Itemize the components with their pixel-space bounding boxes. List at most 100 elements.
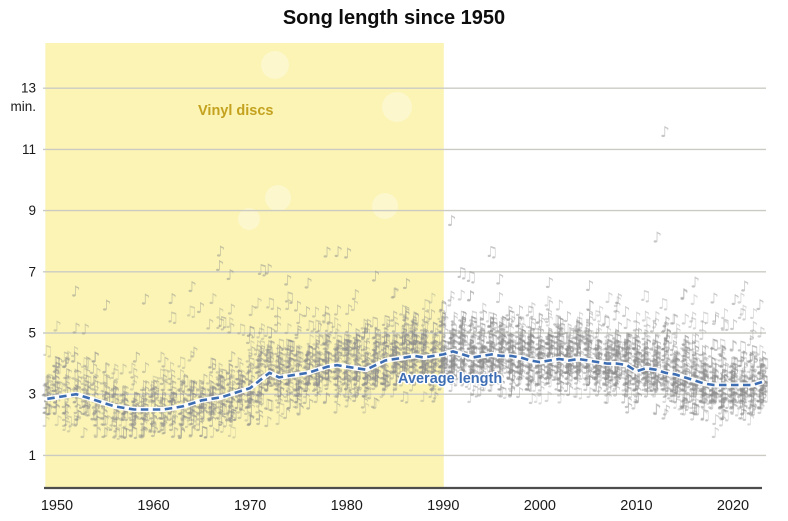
song-note-glyph: ♪	[176, 423, 186, 441]
song-note-glyph: ♪	[61, 371, 71, 389]
song-note-glyph: ♪	[274, 354, 284, 372]
song-note-glyph: ♫	[129, 389, 142, 407]
song-note-glyph: ♪	[225, 361, 235, 379]
song-note-glyph: ♪	[110, 406, 120, 424]
song-note-glyph: ♪	[323, 337, 333, 355]
song-note-glyph: ♪	[168, 388, 178, 406]
song-note-glyph: ♪	[63, 390, 73, 408]
song-note-glyph: ♪	[363, 371, 373, 389]
song-note-glyph: ♪	[388, 347, 398, 365]
song-note-glyph: ♪	[353, 384, 363, 402]
song-note-glyph: ♪	[360, 383, 370, 401]
song-note-glyph: ♪	[160, 413, 170, 431]
song-note-glyph: ♫	[261, 395, 274, 413]
song-note-glyph: ♪	[302, 355, 312, 373]
song-note-glyph: ♪	[185, 407, 195, 425]
song-note-glyph: ♫	[165, 407, 178, 425]
song-note-glyph: ♪	[446, 292, 456, 310]
y-tick-label: 13	[21, 81, 36, 96]
song-note-glyph: ♪	[314, 367, 324, 385]
song-note-glyph: ♪	[102, 296, 112, 314]
song-note-glyph: ♪	[129, 377, 139, 395]
song-note-glyph: ♪	[313, 389, 323, 407]
song-note-glyph: ♪	[263, 377, 273, 395]
song-note-glyph: ♪	[216, 383, 226, 401]
song-note-glyph: ♪	[53, 378, 63, 396]
song-note-glyph: ♫	[378, 341, 391, 359]
song-note-glyph: ♪	[99, 406, 109, 424]
song-note-glyph: ♪	[179, 407, 189, 425]
song-note-glyph: ♪	[188, 401, 198, 419]
song-note-glyph: ♫	[319, 348, 332, 366]
song-note-glyph: ♪	[312, 349, 322, 367]
song-note-glyph: ♪	[72, 400, 82, 418]
song-note-glyph: ♫	[146, 418, 159, 436]
song-note-glyph: ♪	[370, 325, 380, 343]
song-note-glyph: ♪	[311, 332, 321, 350]
song-note-glyph: ♪	[121, 388, 131, 406]
song-note-glyph: ♫	[340, 383, 353, 401]
song-note-glyph: ♫	[303, 317, 316, 335]
song-note-glyph: ♪	[177, 401, 187, 419]
song-note-glyph: ♪	[207, 378, 217, 396]
song-note-glyph: ♪	[257, 341, 267, 359]
song-note-glyph: ♪	[350, 384, 360, 402]
song-note-glyph: ♪	[178, 376, 188, 394]
song-note-glyph: ♪	[205, 315, 215, 333]
song-note-glyph: ♪	[189, 402, 199, 420]
song-note-glyph: ♪	[342, 353, 352, 371]
song-note-glyph: ♪	[255, 359, 265, 377]
song-note-glyph: ♫	[60, 417, 73, 435]
song-note-glyph: ♫	[273, 353, 286, 371]
song-note-glyph: ♪	[109, 378, 119, 396]
song-note-glyph: ♪	[380, 377, 390, 395]
song-note-glyph: ♫	[291, 382, 304, 400]
song-note-glyph: ♪	[72, 413, 82, 431]
song-note-glyph: ♫	[379, 372, 392, 390]
song-note-glyph: ♪	[321, 353, 331, 371]
song-note-glyph: ♪	[246, 412, 256, 430]
song-note-glyph: ♪	[147, 396, 157, 414]
song-note-glyph: ♫	[222, 407, 235, 425]
song-note-glyph: ♪	[333, 243, 343, 261]
song-note-glyph: ♪	[199, 371, 209, 389]
song-note-glyph: ♪	[63, 347, 73, 365]
song-note-glyph: ♫	[158, 366, 171, 384]
song-note-glyph: ♪	[351, 383, 361, 401]
song-note-glyph: ♪	[100, 424, 110, 442]
song-note-glyph: ♪	[381, 342, 391, 360]
song-note-glyph: ♪	[371, 371, 381, 389]
song-note-glyph: ♪	[353, 365, 363, 383]
song-note-glyph: ♪	[263, 377, 273, 395]
song-note-glyph: ♪	[189, 378, 199, 396]
song-note-glyph: ♪	[54, 360, 64, 378]
song-note-glyph: ♫	[41, 399, 54, 417]
song-note-glyph: ♫	[261, 323, 274, 341]
song-note-glyph: ♪	[52, 372, 62, 390]
song-note-glyph: ♪	[178, 400, 188, 418]
song-note-glyph: ♪	[167, 371, 177, 389]
song-note-glyph: ♪	[195, 412, 205, 430]
song-note-glyph: ♪	[227, 348, 237, 366]
song-note-glyph: ♪	[245, 395, 255, 413]
song-note-glyph: ♪	[118, 361, 128, 379]
song-note-glyph: ♪	[331, 325, 341, 343]
song-note-glyph: ♪	[312, 371, 322, 389]
song-note-glyph: ♪	[177, 425, 187, 443]
song-note-glyph: ♪	[344, 343, 354, 361]
song-note-glyph: ♪	[360, 355, 370, 373]
song-note-glyph: ♪	[90, 395, 100, 413]
song-note-glyph: ♪	[246, 394, 256, 412]
song-note-glyph: ♪	[302, 348, 312, 366]
song-note-glyph: ♫	[293, 348, 306, 366]
song-note-glyph: ♪	[322, 243, 332, 261]
song-note-glyph: ♪	[179, 394, 189, 412]
song-note-glyph: ♪	[208, 359, 218, 377]
song-note-glyph: ♪	[333, 389, 343, 407]
song-note-glyph: ♪	[151, 395, 161, 413]
song-note-glyph: ♫	[234, 321, 247, 339]
song-note-glyph: ♫	[253, 390, 266, 408]
song-note-glyph: ♪	[284, 372, 294, 390]
song-note-glyph: ♫	[320, 310, 333, 328]
